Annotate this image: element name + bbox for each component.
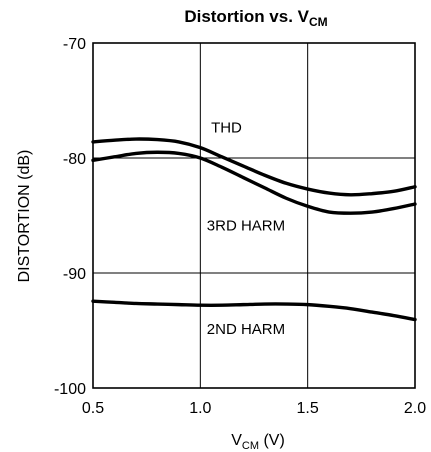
x-tick-label-1: 1.0: [189, 400, 211, 417]
x-tick-label-3: 2.0: [404, 400, 426, 417]
series-line-thd: [91, 137, 417, 197]
series-line-3rd-harm: [91, 150, 417, 215]
y-tick-label-1: -80: [63, 151, 86, 168]
x-axis-label-main: V: [231, 432, 242, 449]
grid-lines: [93, 43, 415, 388]
series-line-2nd-harm: [91, 299, 417, 322]
curve-annotations: THD 3RD HARM 2ND HARM: [207, 120, 285, 338]
series-lines: [91, 137, 417, 322]
x-axis-label-subscript: CM: [242, 440, 259, 452]
annotation-thd: THD: [211, 120, 242, 137]
chart-title-subscript: CM: [309, 15, 328, 29]
y-tick-label-2: -90: [63, 266, 86, 283]
tick-labels: 0.5 1.0 1.5 2.0 -70 -80 -90 -100: [54, 36, 426, 417]
annotation-2nd-harm: 2ND HARM: [207, 321, 285, 338]
chart-title: Distortion vs. VCM: [184, 7, 327, 29]
x-tick-label-2: 1.5: [297, 400, 319, 417]
y-tick-label-0: -70: [63, 36, 86, 53]
annotation-3rd-harm: 3RD HARM: [207, 217, 285, 234]
x-axis-label: VCM (V): [231, 432, 285, 452]
y-tick-label-3: -100: [54, 381, 86, 398]
x-tick-label-0: 0.5: [82, 400, 104, 417]
plot-frame: [92, 42, 416, 389]
y-axis-label: DISTORTION (dB): [16, 150, 33, 283]
chart-title-main: Distortion vs. V: [184, 7, 309, 26]
x-axis-label-suffix: (V): [259, 432, 285, 449]
